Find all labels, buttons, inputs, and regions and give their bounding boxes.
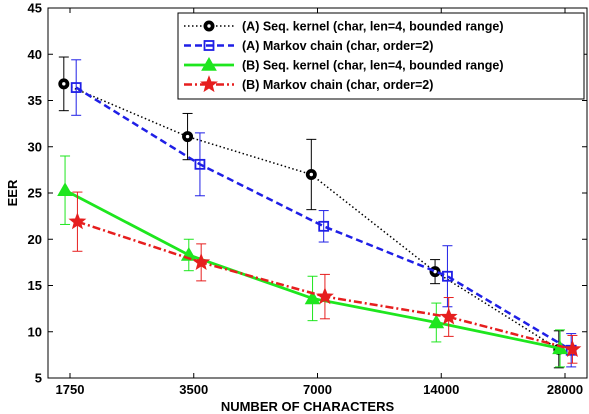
data-point (428, 314, 445, 329)
legend-label: (A) Seq. kernel (char, len=4, bounded ra… (242, 20, 504, 34)
x-tick-label: 1750 (56, 382, 85, 397)
data-point (192, 252, 211, 270)
y-tick-label: 40 (28, 47, 42, 62)
series-2 (70, 59, 577, 368)
data-point (201, 56, 217, 71)
series-3 (57, 155, 568, 368)
series-1 (58, 56, 565, 369)
x-tick-label: 7000 (303, 382, 332, 397)
y-tick-label: 10 (28, 324, 42, 339)
y-tick-label: 5 (35, 371, 42, 386)
legend-entry: (B) Markov chain (char, order=2) (184, 75, 433, 93)
data-point (57, 182, 73, 196)
y-axis-ticks: 5 10 15 20 25 30 35 40 45 (28, 1, 587, 386)
x-tick-label: 28000 (547, 382, 583, 397)
series-line (75, 86, 572, 352)
data-point (203, 40, 215, 51)
x-tick-label: 3500 (179, 382, 208, 397)
legend-entry: (A) Seq. kernel (char, len=4, bounded ra… (184, 20, 504, 34)
data-point (70, 82, 82, 93)
legend-label: (A) Markov chain (char, order=2) (242, 39, 433, 53)
data-point-center (207, 24, 211, 28)
x-tick-label: 14000 (423, 382, 459, 397)
y-tick-label: 30 (28, 139, 42, 154)
legend: (A) Seq. kernel (char, len=4, bounded ra… (177, 12, 585, 100)
y-tick-label: 45 (28, 1, 42, 16)
data-point (200, 75, 218, 93)
data-point (439, 307, 458, 325)
series-line (63, 83, 560, 350)
data-point (563, 339, 582, 357)
data-point (315, 287, 334, 305)
series-4 (68, 191, 582, 364)
x-axis-title: NUMBER OF CHARACTERS (221, 399, 395, 414)
y-axis-title: EER (5, 179, 20, 206)
data-point (194, 158, 206, 170)
data-point (68, 212, 87, 230)
data-point (318, 220, 330, 232)
data-point-center (185, 134, 190, 139)
data-point-center (62, 82, 66, 86)
data-point-center (309, 172, 314, 177)
data-point (442, 270, 453, 282)
plot-frame (47, 7, 588, 379)
x-axis-ticks: 1750 3500 7000 14000 28000 (56, 8, 583, 397)
series-layer (57, 56, 582, 369)
data-point (304, 290, 321, 305)
legend-label: (B) Seq. kernel (char, len=4, bounded ra… (242, 59, 504, 73)
legend-box (177, 12, 585, 100)
series-line (64, 188, 561, 350)
y-tick-label: 35 (28, 93, 42, 108)
legend-label: (B) Markov chain (char, order=2) (242, 78, 433, 92)
y-tick-label: 25 (28, 186, 42, 201)
y-tick-label: 20 (28, 232, 42, 247)
legend-entry: (A) Markov chain (char, order=2) (184, 39, 433, 53)
y-tick-label: 15 (28, 278, 42, 293)
legend-entry: (B) Seq. kernel (char, len=4, bounded ra… (184, 56, 504, 73)
data-point-center (433, 269, 437, 274)
